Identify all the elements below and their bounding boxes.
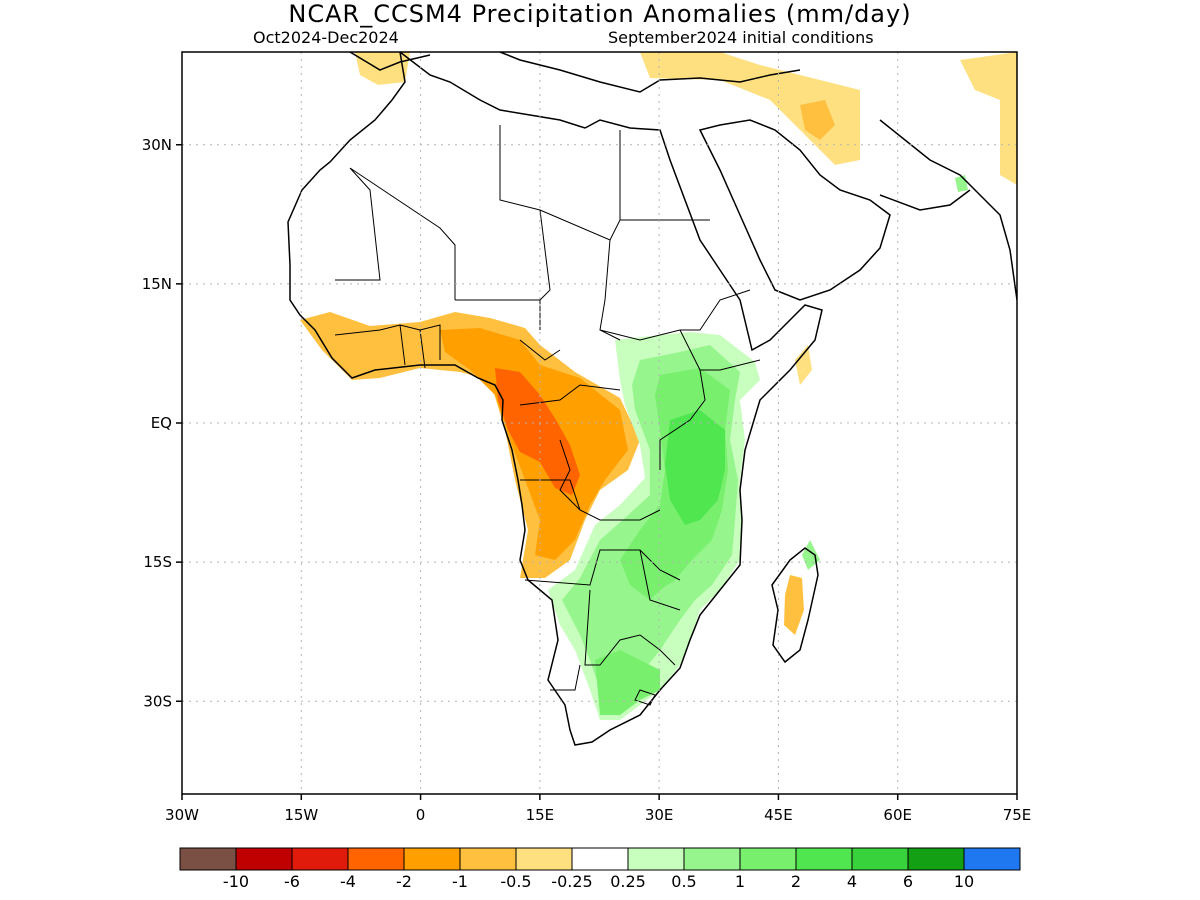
colorbar-swatch xyxy=(291,847,349,871)
dry-anomaly-east xyxy=(960,52,1017,185)
colorbar-label: -4 xyxy=(340,872,356,891)
longitude-axis: 30W 15W 0 15E 30E 45E 60E 75E xyxy=(165,794,1031,824)
colorbar xyxy=(179,847,1021,871)
colorbar-label: -0.5 xyxy=(500,872,531,891)
colorbar-label: 1 xyxy=(735,872,745,891)
lon-tick-label: 30E xyxy=(645,806,674,824)
dry-anomaly-strong-congo xyxy=(495,368,580,495)
lon-tick-label: 15W xyxy=(284,806,318,824)
colorbar-label: -0.25 xyxy=(551,872,592,891)
initial-conditions: September2024 initial conditions xyxy=(608,28,874,47)
dry-anomaly-horn xyxy=(795,345,812,385)
colorbar-swatch xyxy=(795,847,853,871)
colorbar-label: -10 xyxy=(223,872,249,891)
chart-title: NCAR_CCSM4 Precipitation Anomalies (mm/d… xyxy=(288,0,912,28)
lat-tick-label: 15S xyxy=(143,553,172,571)
coastlines xyxy=(287,52,1017,746)
dry-anomaly-mideast-core xyxy=(800,100,835,140)
colorbar-label: -1 xyxy=(452,872,468,891)
lat-tick-label: 30S xyxy=(143,692,172,710)
lon-tick-label: 15E xyxy=(526,806,555,824)
colorbar-label: 6 xyxy=(903,872,913,891)
lon-tick-label: 75E xyxy=(1003,806,1032,824)
colorbar-label: -2 xyxy=(396,872,412,891)
colorbar-label: 0.5 xyxy=(671,872,696,891)
lon-tick-label: 0 xyxy=(416,806,426,824)
colorbar-swatch xyxy=(571,847,629,871)
colorbar-swatch xyxy=(403,847,461,871)
colorbar-swatch xyxy=(907,847,965,871)
lon-tick-label: 60E xyxy=(883,806,912,824)
map-area xyxy=(182,52,1017,794)
colorbar-swatch xyxy=(347,847,405,871)
lat-tick-label: EQ xyxy=(151,414,172,432)
wet-anomaly-south xyxy=(595,650,660,715)
forecast-period: Oct2024-Dec2024 xyxy=(253,28,399,47)
madagascar-coastline xyxy=(771,547,819,664)
wet-anomaly-core-lakes xyxy=(665,410,725,525)
africa-coastline xyxy=(287,52,823,746)
colorbar-swatch xyxy=(963,847,1021,871)
asia-coastline xyxy=(879,119,1017,301)
colorbar-label: 10 xyxy=(954,872,974,891)
colorbar-swatch xyxy=(627,847,685,871)
colorbar-swatch xyxy=(179,847,237,871)
colorbar-swatch xyxy=(851,847,909,871)
europe-coastline xyxy=(349,52,801,93)
wet-anomaly-areas xyxy=(548,175,968,720)
colorbar-label: 0.25 xyxy=(610,872,646,891)
colorbar-label: 2 xyxy=(791,872,801,891)
colorbar-swatch xyxy=(739,847,797,871)
lat-tick-label: 30N xyxy=(142,136,172,154)
colorbar-swatch xyxy=(515,847,573,871)
country-borders xyxy=(334,125,761,706)
colorbar-label: -6 xyxy=(284,872,300,891)
colorbar-swatch xyxy=(683,847,741,871)
lat-tick-label: 15N xyxy=(142,275,172,293)
lon-tick-label: 45E xyxy=(764,806,793,824)
gridlines xyxy=(182,52,1017,794)
colorbar-labels: -10 -6 -4 -2 -1 -0.5 -0.25 0.25 0.5 1 2 4 6 10 xyxy=(223,872,974,891)
lon-tick-label: 30W xyxy=(165,806,199,824)
colorbar-swatch xyxy=(235,847,293,871)
colorbar-swatch xyxy=(459,847,517,871)
dry-anomaly-madagascar xyxy=(784,575,804,635)
dry-anomaly-areas xyxy=(300,52,1017,635)
dry-anomaly-mideast xyxy=(640,52,860,165)
colorbar-label: 4 xyxy=(847,872,857,891)
arabia-coastline xyxy=(698,119,891,301)
latitude-axis: 30N 15N EQ 15S 30S xyxy=(142,136,182,710)
border-lines xyxy=(334,125,761,706)
